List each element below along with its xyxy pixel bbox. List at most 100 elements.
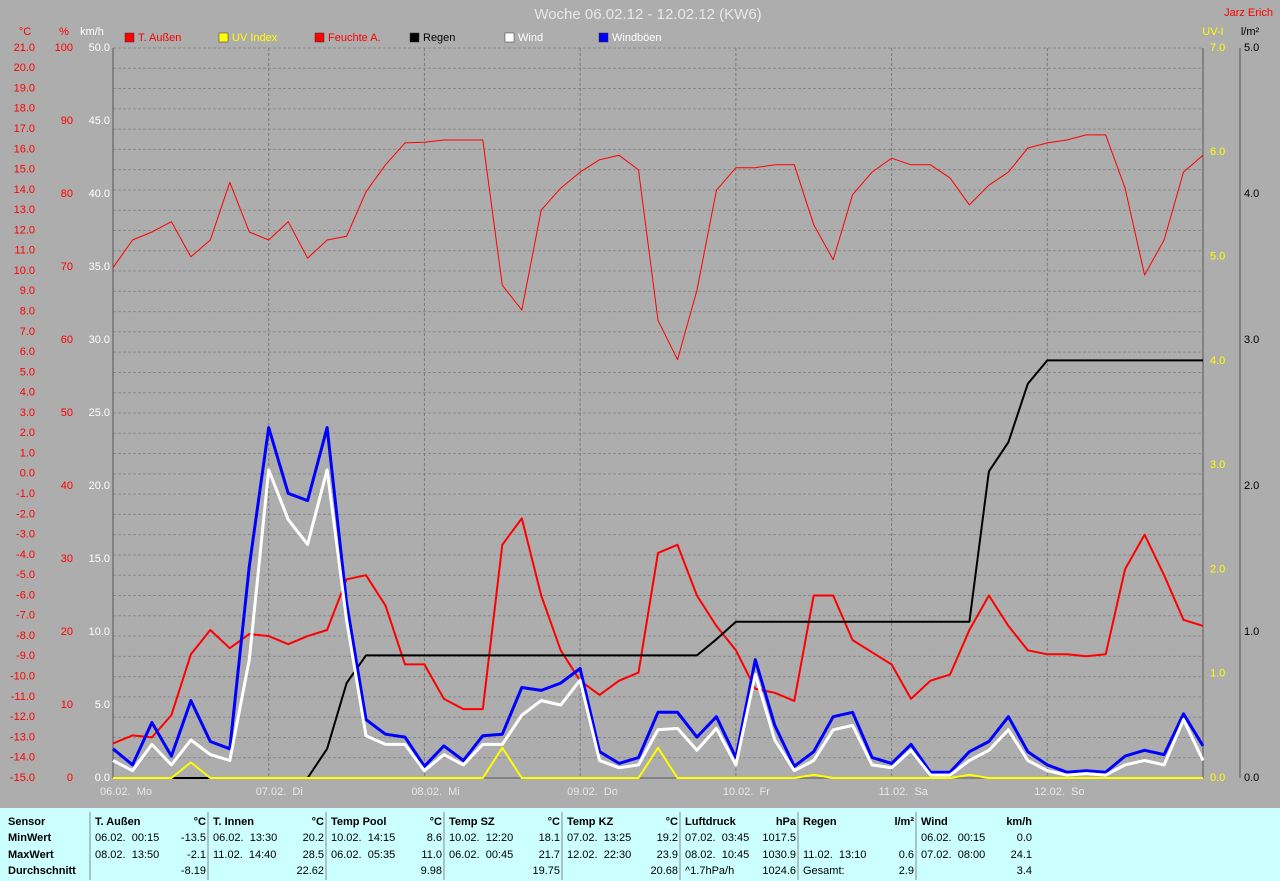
y-tick-label: 15.0 — [14, 164, 35, 176]
group-name: Regen — [803, 816, 837, 828]
legend-label: Wind — [518, 32, 543, 44]
axis-unit: % — [59, 26, 69, 38]
y-tick-label: 19.0 — [14, 82, 35, 94]
legend-label: Regen — [423, 32, 455, 44]
y-tick-label: 17.0 — [14, 123, 35, 135]
y-tick-label: 10.0 — [89, 626, 110, 638]
cell-time: 11.02. 13:10 — [803, 849, 866, 861]
y-tick-label: 40 — [61, 480, 73, 492]
group-unit: hPa — [776, 816, 797, 828]
y-tick-label: -7.0 — [16, 610, 35, 622]
y-tick-label: -2.0 — [16, 508, 35, 520]
y-tick-label: 12.0 — [14, 224, 35, 236]
y-tick-label: -1.0 — [16, 488, 35, 500]
cell-time: Gesamt: — [803, 865, 845, 877]
y-tick-label: 4.0 — [1244, 188, 1259, 200]
y-tick-label: -6.0 — [16, 589, 35, 601]
y-tick-label: 7.0 — [20, 326, 35, 338]
y-tick-label: -14.0 — [10, 752, 35, 764]
y-tick-label: 6.0 — [1210, 146, 1225, 158]
legend-swatch — [409, 32, 420, 43]
cell-value: -2.1 — [187, 849, 206, 861]
group-unit: l/m² — [894, 816, 914, 828]
group-unit: °C — [312, 816, 324, 828]
group-name: Temp SZ — [449, 816, 495, 828]
legend-label: Windböen — [612, 32, 662, 44]
legend-label: T. Außen — [138, 32, 181, 44]
group-name: Temp KZ — [567, 816, 614, 828]
y-tick-label: 8.0 — [20, 306, 35, 318]
series-line — [112, 517, 1204, 745]
y-tick-label: 70 — [61, 261, 73, 273]
y-tick-label: 80 — [61, 188, 73, 200]
legend-swatch — [504, 32, 515, 43]
cell-value: 22.62 — [296, 865, 324, 877]
cell-value: 24.1 — [1011, 849, 1032, 861]
y-tick-label: 3.0 — [1244, 334, 1259, 346]
cell-time: 08.02. 10:45 — [685, 849, 749, 861]
legend-label: Feuchte A. — [328, 32, 381, 44]
y-tick-label: 13.0 — [14, 204, 35, 216]
legend-swatch — [218, 32, 229, 43]
cell-value: 20.2 — [303, 832, 324, 844]
cell-time: 06.02. 00:45 — [449, 849, 513, 861]
cell-value: 9.98 — [421, 865, 442, 877]
y-tick-label: 2.0 — [1210, 563, 1225, 575]
y-tick-label: 50.0 — [89, 42, 110, 54]
y-tick-label: 2.0 — [1244, 480, 1259, 492]
y-tick-label: 0.0 — [1210, 772, 1225, 784]
row-label: MinWert — [8, 832, 52, 844]
cell-value: 2.9 — [899, 865, 914, 877]
legend-swatch — [124, 32, 135, 43]
y-tick-label: 5.0 — [95, 699, 110, 711]
y-tick-label: 18.0 — [14, 103, 35, 115]
cell-time: 06.02. 00:15 — [95, 832, 159, 844]
y-tick-label: 4.0 — [1210, 355, 1225, 367]
y-tick-label: 35.0 — [89, 261, 110, 273]
y-tick-label: -9.0 — [16, 650, 35, 662]
cell-time: 08.02. 13:50 — [95, 849, 159, 861]
group-name: T. Außen — [95, 816, 141, 828]
chart-title: Woche 06.02.12 - 12.02.12 (KW6) — [534, 6, 761, 23]
y-tick-label: 1.0 — [1210, 668, 1225, 680]
cell-time: 12.02. 22:30 — [567, 849, 631, 861]
axis-unit: l/m² — [1241, 26, 1260, 38]
cell-value: 21.7 — [539, 849, 560, 861]
group-name: Temp Pool — [331, 816, 386, 828]
cell-value: 0.6 — [899, 849, 914, 861]
legend-swatch — [598, 32, 609, 43]
y-tick-label: -10.0 — [10, 671, 35, 683]
y-tick-label: 1.0 — [1244, 626, 1259, 638]
cell-time: 07.02. 13:25 — [567, 832, 631, 844]
cell-time: 06.02. 00:15 — [921, 832, 985, 844]
cell-value: 11.0 — [421, 849, 442, 861]
y-tick-label: 1.0 — [20, 447, 35, 459]
cell-value: 28.5 — [303, 849, 324, 861]
x-tick-label: 12.02. So — [1034, 786, 1084, 798]
legend-swatch — [314, 32, 325, 43]
y-tick-label: 11.0 — [14, 245, 35, 257]
axis-unit: °C — [19, 26, 31, 38]
y-tick-label: 0.0 — [20, 468, 35, 480]
x-tick-label: 08.02. Mi — [411, 786, 459, 798]
cell-value: 19.2 — [657, 832, 678, 844]
y-tick-label: -13.0 — [10, 731, 35, 743]
chart-background — [0, 0, 1280, 808]
x-tick-label: 10.02. Fr — [723, 786, 770, 798]
cell-time: 11.02. 14:40 — [213, 849, 276, 861]
y-tick-label: 0.0 — [1244, 772, 1259, 784]
cell-time: 07.02. 08:00 — [921, 849, 985, 861]
y-tick-label: 21.0 — [14, 42, 35, 54]
y-tick-label: 0 — [67, 772, 73, 784]
y-tick-label: 0.0 — [95, 772, 110, 784]
group-unit: km/h — [1006, 816, 1032, 828]
y-tick-label: 45.0 — [89, 115, 110, 127]
series-line — [112, 468, 1205, 777]
y-tick-label: 14.0 — [14, 184, 35, 196]
y-tick-label: 90 — [61, 115, 73, 127]
cell-time: 07.02. 03:45 — [685, 832, 749, 844]
cell-time: 06.02. 05:35 — [331, 849, 395, 861]
y-tick-label: 7.0 — [1210, 42, 1225, 54]
group-unit: °C — [666, 816, 678, 828]
